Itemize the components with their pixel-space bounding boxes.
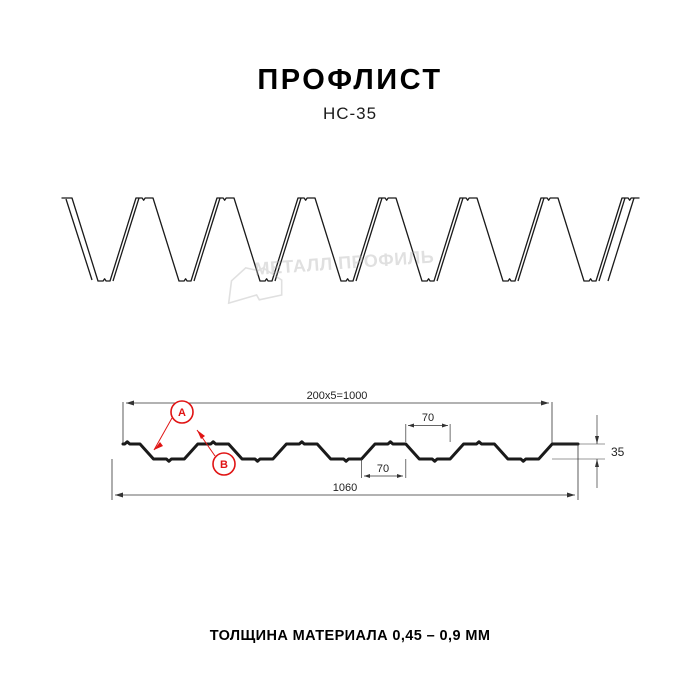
- svg-text:1060: 1060: [333, 482, 357, 494]
- svg-text:70: 70: [422, 412, 434, 424]
- svg-text:A: A: [178, 407, 186, 419]
- svg-text:200x5=1000: 200x5=1000: [307, 390, 368, 402]
- svg-text:B: B: [220, 459, 228, 471]
- svg-text:70: 70: [377, 463, 389, 475]
- svg-text:35: 35: [611, 445, 625, 459]
